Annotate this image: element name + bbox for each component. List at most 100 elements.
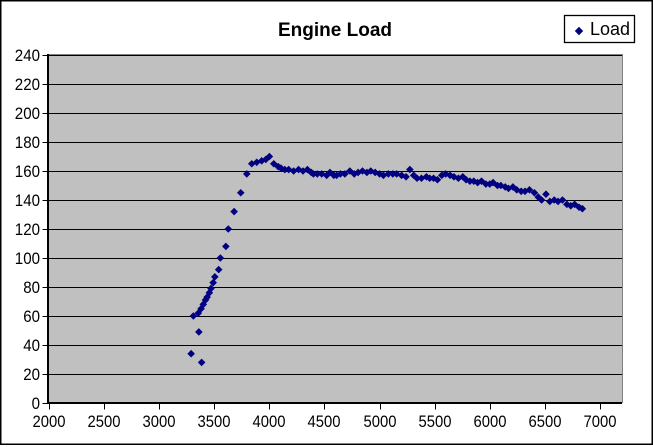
- data-point[interactable]: [230, 207, 238, 216]
- data-point[interactable]: [236, 188, 245, 197]
- data-point[interactable]: [211, 273, 219, 281]
- data-point[interactable]: [326, 168, 334, 177]
- data-point[interactable]: [485, 180, 494, 188]
- y-axis-label: 220: [15, 75, 40, 94]
- data-point[interactable]: [530, 188, 539, 197]
- data-point[interactable]: [199, 300, 208, 309]
- data-point[interactable]: [363, 168, 371, 177]
- data-point[interactable]: [473, 178, 482, 187]
- x-axis-label: 5000: [364, 412, 397, 431]
- data-point[interactable]: [294, 165, 303, 174]
- data-point[interactable]: [252, 158, 261, 167]
- data-point[interactable]: [438, 171, 446, 180]
- data-point[interactable]: [521, 187, 529, 196]
- x-axis-label: 6500: [529, 412, 562, 431]
- data-point[interactable]: [466, 177, 474, 185]
- data-point[interactable]: [313, 170, 322, 178]
- x-axis-label: 3000: [143, 412, 176, 431]
- data-point[interactable]: [281, 165, 289, 174]
- data-point[interactable]: [299, 167, 307, 175]
- y-axis-label: 0: [32, 394, 40, 413]
- x-axis-label: 2000: [33, 412, 66, 431]
- y-axis-label: 200: [15, 104, 40, 123]
- y-axis-label: 140: [15, 191, 40, 210]
- data-point[interactable]: [512, 186, 521, 194]
- x-axis-label: 5500: [419, 412, 452, 431]
- data-point[interactable]: [441, 170, 450, 178]
- legend[interactable]: Load: [563, 14, 636, 44]
- data-point[interactable]: [197, 358, 206, 367]
- data-point[interactable]: [570, 200, 579, 209]
- data-point[interactable]: [458, 173, 467, 181]
- data-point[interactable]: [469, 177, 478, 185]
- x-axis-label: 2500: [88, 412, 121, 431]
- data-point[interactable]: [379, 171, 388, 180]
- legend-box[interactable]: [563, 14, 636, 44]
- data-point[interactable]: [194, 309, 203, 317]
- y-axis-label: 180: [15, 133, 40, 152]
- data-point[interactable]: [477, 177, 486, 185]
- data-point[interactable]: [496, 181, 505, 190]
- data-point[interactable]: [406, 165, 414, 174]
- data-point[interactable]: [336, 170, 345, 178]
- data-point[interactable]: [537, 196, 546, 204]
- data-point[interactable]: [542, 190, 550, 198]
- data-point[interactable]: [242, 170, 251, 178]
- data-point[interactable]: [257, 157, 266, 165]
- data-point[interactable]: [425, 174, 434, 183]
- data-point[interactable]: [322, 171, 331, 180]
- data-point[interactable]: [402, 173, 410, 181]
- data-point[interactable]: [354, 168, 362, 177]
- data-point[interactable]: [224, 225, 233, 233]
- data-point[interactable]: [214, 265, 223, 274]
- data-point[interactable]: [501, 183, 509, 191]
- data-point[interactable]: [187, 349, 195, 358]
- data-point[interactable]: [450, 173, 458, 181]
- data-point[interactable]: [341, 170, 349, 178]
- data-point[interactable]: [197, 304, 205, 313]
- data-point[interactable]: [309, 170, 318, 178]
- axis-ticks: [42, 55, 601, 410]
- data-point[interactable]: [317, 170, 326, 178]
- data-point[interactable]: [517, 187, 525, 196]
- data-point[interactable]: [189, 312, 198, 320]
- data-point[interactable]: [482, 180, 490, 188]
- plot-area: [48, 54, 623, 403]
- data-point[interactable]: [222, 242, 230, 251]
- legend-label: Load: [590, 19, 630, 39]
- data-point[interactable]: [413, 174, 421, 183]
- data-point[interactable]: [422, 173, 431, 181]
- data-point[interactable]: [195, 328, 203, 336]
- data-point[interactable]: [269, 159, 278, 168]
- data-point[interactable]: [375, 170, 384, 178]
- data-point[interactable]: [371, 168, 379, 177]
- data-point[interactable]: [209, 278, 217, 287]
- data-point[interactable]: [203, 293, 211, 301]
- data-point[interactable]: [433, 175, 442, 184]
- x-axis-label: 7000: [584, 412, 617, 431]
- y-axis-label: 60: [23, 307, 40, 326]
- legend-diamond-icon: [574, 26, 584, 36]
- data-point[interactable]: [274, 162, 282, 171]
- data-point[interactable]: [358, 167, 367, 175]
- data-point[interactable]: [277, 164, 285, 172]
- data-point[interactable]: [454, 174, 463, 183]
- data-point[interactable]: [504, 184, 513, 193]
- data-point[interactable]: [578, 204, 587, 213]
- data-point[interactable]: [216, 254, 225, 262]
- data-point[interactable]: [384, 170, 393, 178]
- data-point[interactable]: [265, 152, 274, 161]
- x-axis-label: 3500: [198, 412, 231, 431]
- data-point[interactable]: [554, 197, 562, 206]
- data-point[interactable]: [207, 284, 215, 293]
- data-point[interactable]: [392, 170, 401, 178]
- x-axis-label: 4000: [253, 412, 286, 431]
- data-point[interactable]: [332, 171, 341, 180]
- data-point[interactable]: [284, 165, 293, 174]
- data-point[interactable]: [525, 186, 534, 194]
- data-point[interactable]: [558, 196, 567, 204]
- data-point[interactable]: [389, 170, 397, 178]
- data-point[interactable]: [303, 165, 312, 174]
- data-point[interactable]: [462, 175, 470, 184]
